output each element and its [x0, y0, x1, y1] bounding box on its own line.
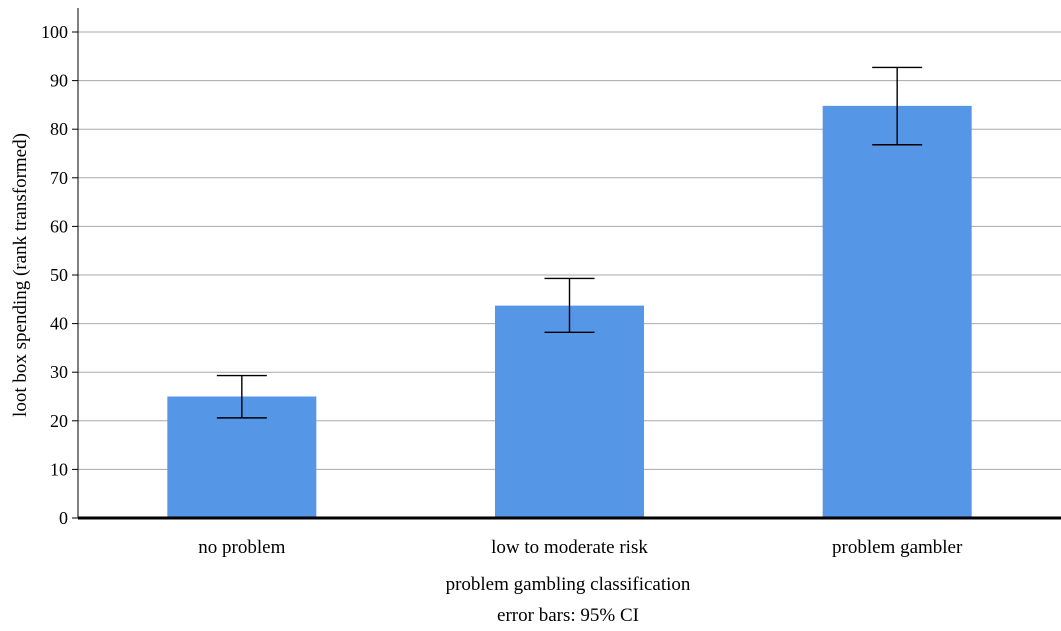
y-tick-label: 60 — [50, 216, 68, 236]
y-tick-label: 20 — [50, 411, 68, 431]
x-category-label: low to moderate risk — [491, 537, 648, 558]
y-tick-labels: 0 10 20 30 40 50 60 70 80 90 100 — [41, 22, 78, 528]
y-tick-label: 90 — [50, 71, 68, 91]
error-bar-note: error bars: 95% CI — [497, 605, 639, 626]
y-tick-label: 10 — [50, 459, 68, 479]
bar-low-to-moderate-risk — [495, 306, 644, 518]
y-tick-label: 50 — [50, 265, 68, 285]
y-tick-label: 80 — [50, 119, 68, 139]
x-category-label: no problem — [198, 537, 285, 558]
x-axis-title: problem gambling classification — [446, 574, 691, 595]
y-tick-label: 30 — [50, 362, 68, 382]
y-tick-label: 40 — [50, 314, 68, 334]
x-category-labels: no problem low to moderate risk problem ga… — [198, 537, 963, 558]
bar-problem-gambler — [823, 106, 972, 518]
x-category-label: problem gambler — [832, 537, 963, 558]
y-tick-label: 0 — [59, 508, 68, 528]
y-axis-title: loot box spending (rank transformed) — [10, 133, 31, 417]
y-tick-label: 100 — [41, 22, 68, 42]
y-tick-label: 70 — [50, 168, 68, 188]
